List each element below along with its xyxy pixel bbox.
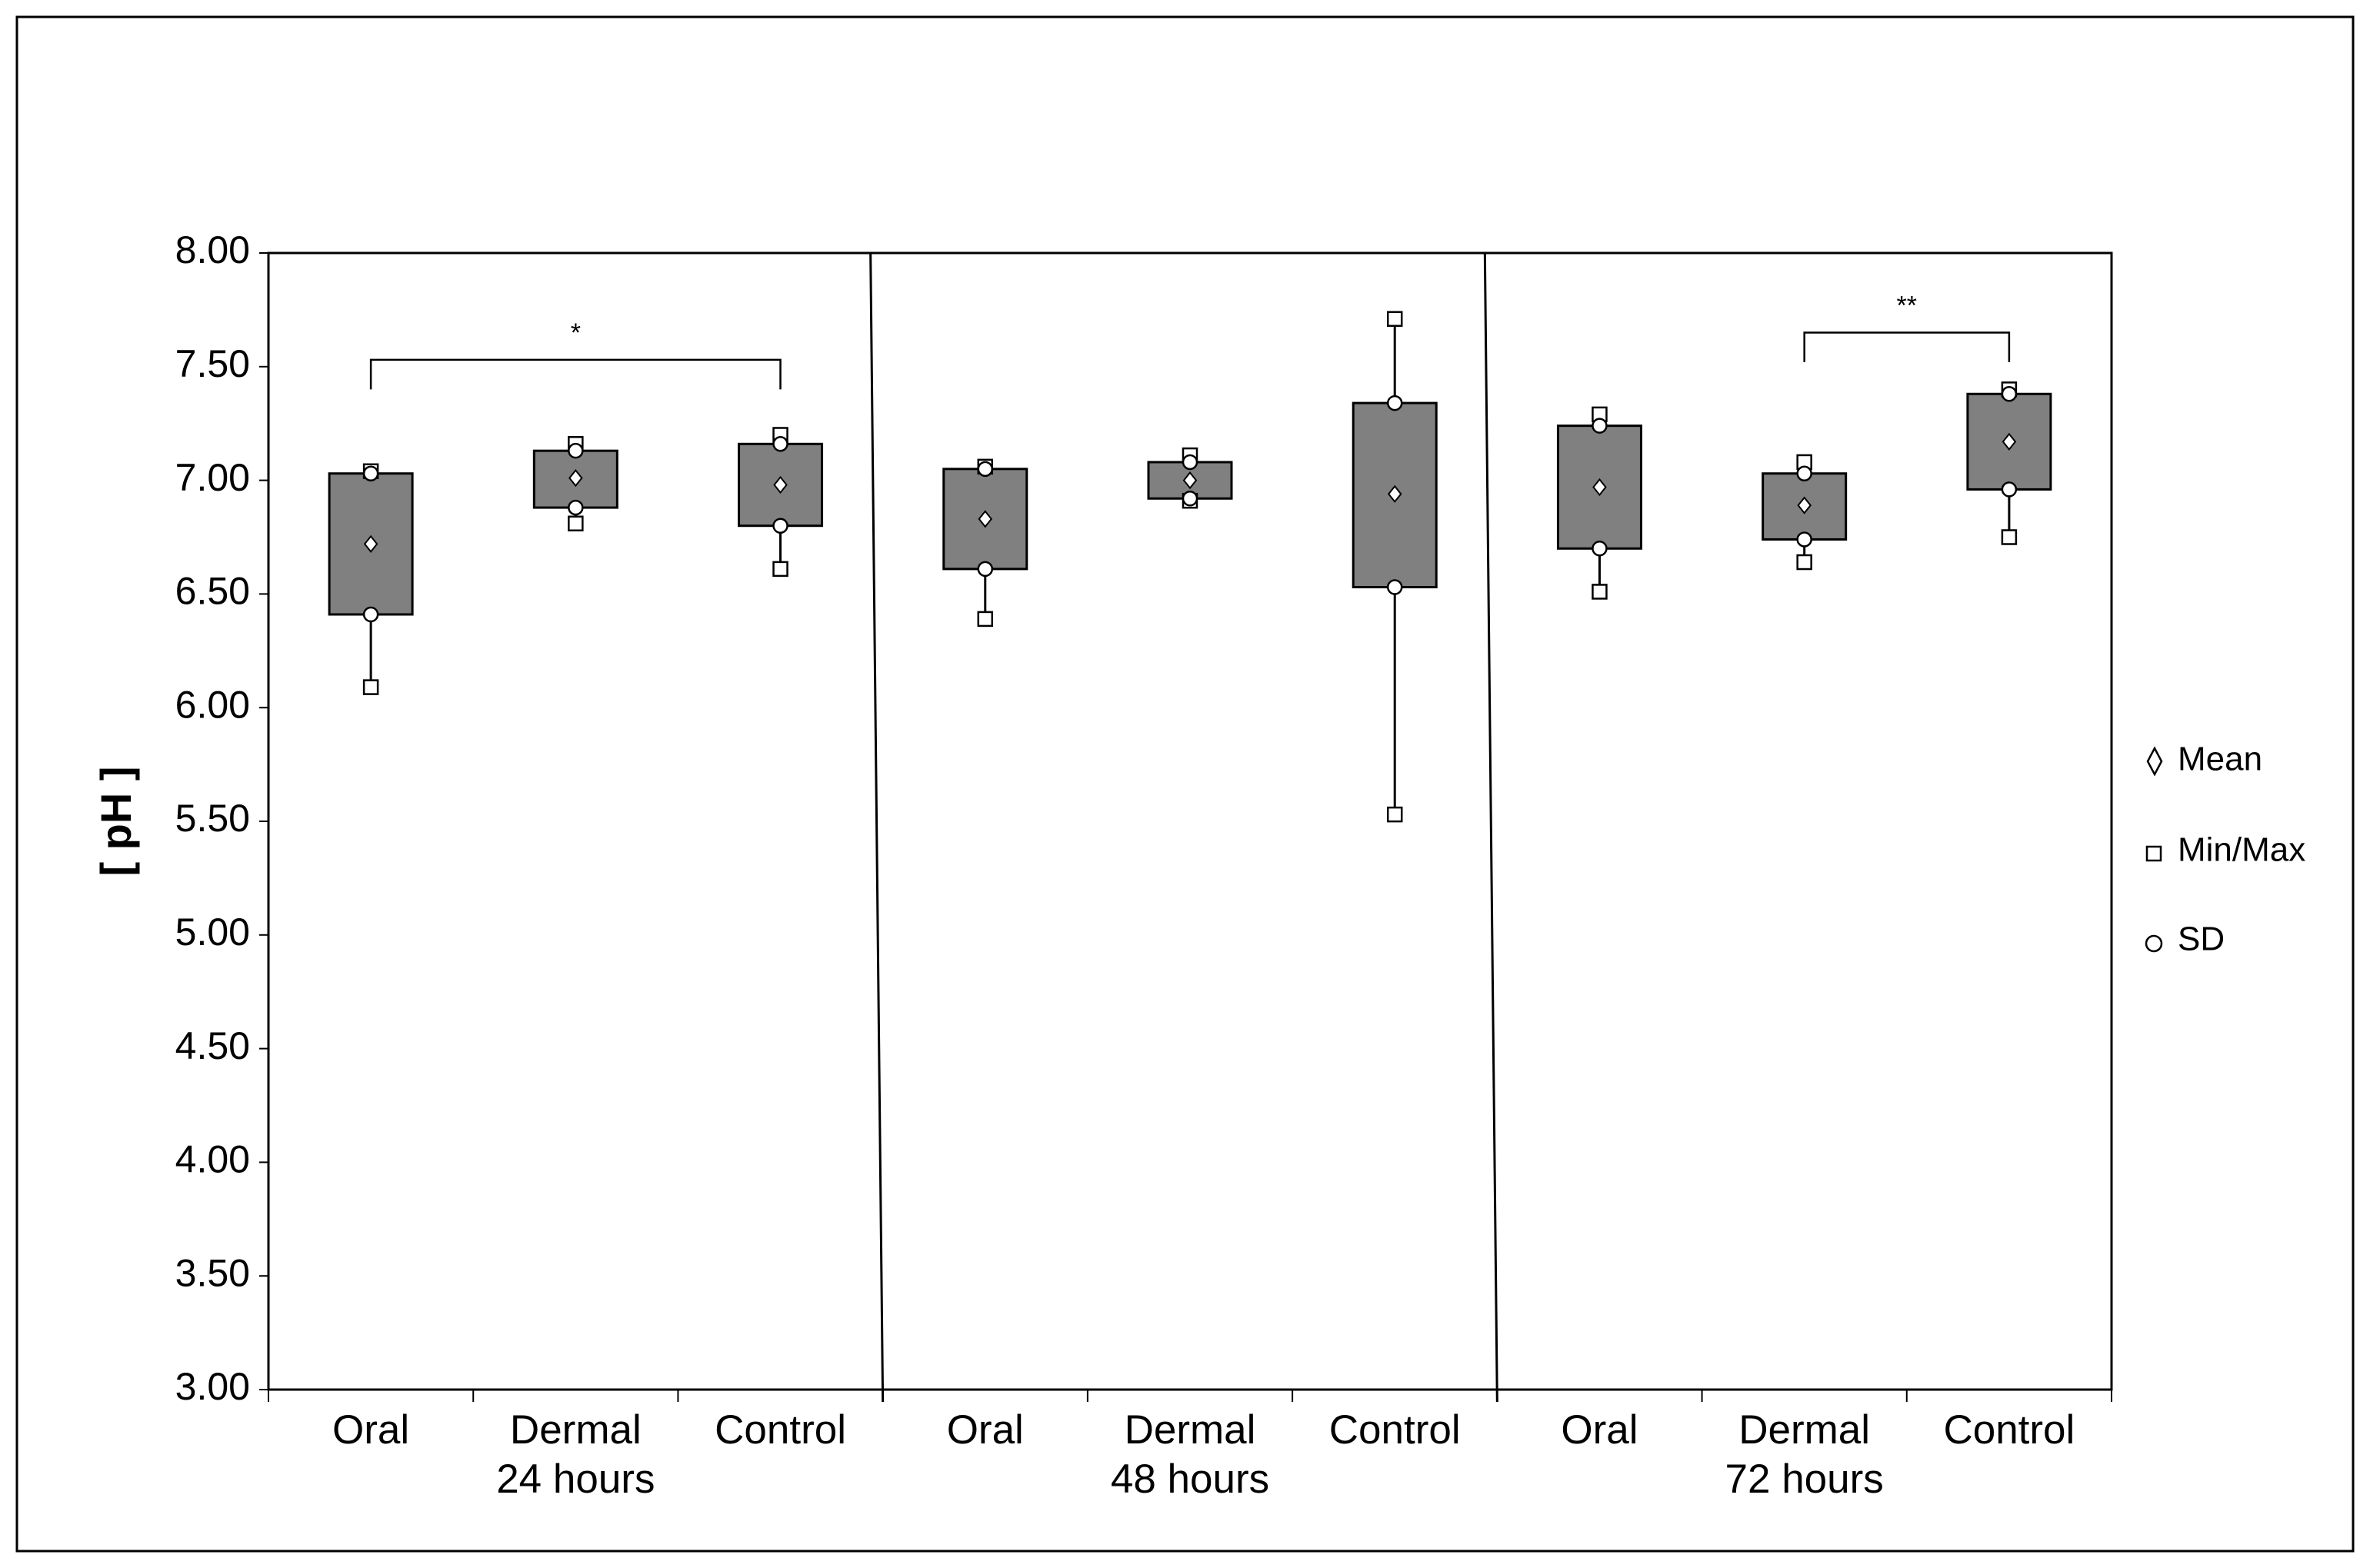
boxes	[328, 311, 2052, 823]
min-max-marker	[1796, 554, 1812, 571]
mean-marker	[978, 510, 993, 528]
sd-marker	[1796, 465, 1812, 481]
sd-marker	[362, 465, 379, 481]
min-max-marker	[977, 611, 994, 628]
category-label: Oral	[947, 1407, 1024, 1453]
significance-bracket	[369, 358, 782, 390]
outer-frame	[15, 15, 2355, 1553]
time-group-dividers	[869, 252, 1498, 1403]
y-tick-label: 3.50	[175, 1251, 250, 1294]
sd-marker	[977, 461, 994, 478]
category-label: Dermal	[1738, 1407, 1870, 1453]
sd-marker	[1386, 394, 1403, 411]
category-label: Dermal	[510, 1407, 642, 1453]
sd-marker	[1182, 490, 1198, 507]
category-label: Oral	[1561, 1407, 1638, 1453]
legend-label: Mean	[2178, 741, 2262, 778]
y-tick-label: 5.00	[175, 911, 250, 954]
mean-marker	[363, 534, 378, 553]
y-tick-label: 4.00	[175, 1138, 250, 1181]
category-label: Dermal	[1125, 1407, 1256, 1453]
legend-label: SD	[2178, 920, 2225, 958]
y-tick-label: 7.50	[175, 342, 250, 385]
sd-marker	[568, 499, 584, 516]
category-label: Oral	[332, 1407, 409, 1453]
mean-marker	[2002, 432, 2017, 451]
legend-mean-diamond-icon	[2146, 746, 2163, 777]
mean-marker	[1797, 496, 1812, 514]
mean-marker	[568, 469, 583, 488]
sd-marker	[772, 518, 788, 534]
y-tick-label: 5.50	[175, 797, 250, 840]
sd-marker	[772, 436, 788, 452]
sd-marker	[2001, 481, 2018, 498]
group-divider	[1483, 252, 1498, 1403]
time-group-label: 24 hours	[496, 1456, 655, 1502]
sd-marker	[1386, 579, 1403, 595]
sd-marker	[1592, 541, 1608, 557]
legend-label: Min/Max	[2178, 831, 2305, 869]
category-label: Control	[1329, 1407, 1461, 1453]
min-max-marker	[1386, 311, 1403, 327]
sd-marker	[1592, 418, 1608, 434]
min-max-marker	[2001, 529, 2018, 545]
min-max-marker	[362, 679, 379, 695]
y-tick-label: 6.50	[175, 570, 250, 613]
legend: Mean Min/Max SD	[2145, 741, 2305, 958]
group-divider	[869, 252, 885, 1403]
time-group-label: 72 hours	[1725, 1456, 1884, 1502]
category-label: Control	[715, 1407, 846, 1453]
sd-marker	[362, 606, 379, 623]
y-tick-label: 6.00	[175, 683, 250, 726]
significance-bracket	[1803, 331, 2011, 362]
significance-label: *	[571, 318, 581, 348]
mean-marker	[1387, 484, 1402, 503]
time-group-label: 48 hours	[1111, 1456, 1269, 1502]
sd-marker	[1182, 454, 1198, 471]
min-max-marker	[1592, 584, 1608, 600]
y-tick-label: 4.50	[175, 1024, 250, 1067]
mean-marker	[773, 475, 788, 494]
y-tick-label: 7.00	[175, 456, 250, 499]
min-max-marker	[1386, 806, 1403, 823]
significance-label: **	[1897, 291, 1917, 320]
min-max-marker	[568, 515, 584, 532]
mean-marker	[1182, 471, 1198, 490]
category-label: Control	[1943, 1407, 2075, 1453]
legend-min-max-square-icon	[2145, 845, 2162, 862]
y-axis-label: [ pH ]	[92, 766, 140, 876]
mean-marker	[1592, 478, 1607, 497]
axes: 3.00 3.50 4.00 4.50 5.00 5.50 6.00 6.50 7.00 7.50…	[175, 228, 2112, 1502]
y-tick-label: 8.00	[175, 228, 250, 271]
sd-marker	[568, 442, 584, 459]
sd-marker	[1796, 531, 1812, 548]
min-max-marker	[772, 561, 788, 578]
legend-sd-circle-icon	[2145, 934, 2163, 953]
y-tick-label: 3.00	[175, 1365, 250, 1408]
sd-marker	[2001, 386, 2018, 402]
significance-brackets: ***	[369, 291, 2011, 390]
sd-marker	[977, 561, 994, 578]
